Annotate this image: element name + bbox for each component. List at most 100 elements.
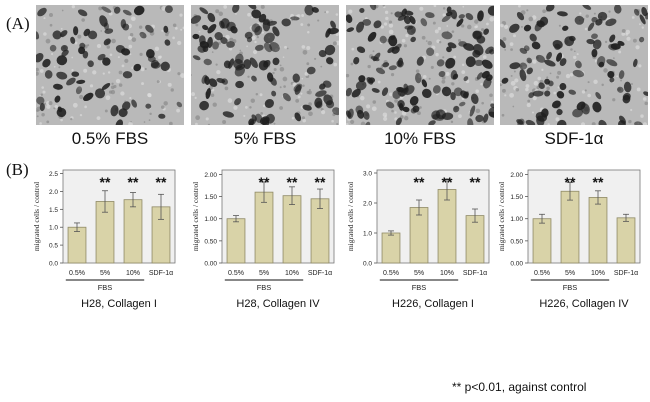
cell-blob	[53, 83, 63, 90]
cell-blob	[346, 27, 355, 33]
cell-blob	[634, 121, 643, 125]
cell-blob	[401, 8, 407, 17]
cell-blob	[490, 103, 494, 109]
cell-blob	[246, 36, 253, 43]
bar	[560, 190, 580, 264]
cell-blob	[388, 65, 397, 71]
cell-blob	[556, 11, 568, 17]
chart-3: 0.0 1.0 2.0 3.0 migrated cells / control 0.5%…	[346, 169, 490, 310]
cell-blob	[57, 106, 63, 113]
cell-blob	[474, 59, 484, 67]
cell-blob	[197, 45, 206, 53]
y-tick-label: 0.50	[510, 238, 523, 245]
y-axis-label: migrated cells / control	[346, 182, 355, 251]
cell-blob	[87, 60, 94, 68]
y-tick-label: 1.50	[204, 194, 217, 201]
cell-blob	[325, 100, 335, 109]
significance-mark: **	[470, 174, 481, 190]
cell-blob	[255, 44, 264, 51]
cell-blob	[591, 48, 598, 58]
cell-blob	[529, 33, 537, 42]
cell-blob	[267, 72, 274, 82]
cell-blob	[356, 46, 366, 54]
significance-mark: **	[442, 174, 453, 190]
cell-blob	[441, 14, 451, 23]
cell-blob	[203, 58, 212, 66]
cell-blob	[235, 63, 246, 71]
cell-blob	[425, 12, 435, 19]
cell-blob	[387, 46, 396, 54]
cell-blob	[145, 24, 154, 33]
cell-blob	[367, 31, 377, 42]
cell-blob	[639, 14, 646, 25]
cell-blob	[500, 39, 506, 49]
cell-blob	[133, 63, 142, 72]
cell-blob	[409, 15, 416, 25]
cell-blob	[641, 6, 648, 17]
cell-blob	[546, 51, 552, 60]
cell-blob	[623, 81, 632, 93]
cell-blob	[438, 70, 446, 78]
cell-blob	[446, 6, 452, 13]
cell-blob	[609, 34, 616, 43]
cell-blob	[294, 84, 302, 95]
chart-2: 0.00 0.50 1.00 1.50 2.00 migrated cells / con…	[191, 169, 335, 310]
y-tick-label: 2.0	[49, 189, 58, 196]
panel-label-a: (A)	[6, 14, 30, 33]
cell-blob	[272, 26, 280, 37]
group-label: FBS	[563, 283, 578, 292]
chart-title: H28, Collagen IV	[236, 298, 320, 310]
cell-blob	[559, 58, 567, 66]
cell-blob	[94, 88, 106, 99]
cell-blob	[207, 23, 217, 34]
cell-blob	[606, 59, 618, 67]
y-tick-label: 0.0	[49, 261, 58, 268]
cell-blob	[251, 23, 261, 33]
cell-blob	[432, 114, 444, 121]
cell-blob	[281, 18, 291, 27]
cell-blob	[617, 86, 624, 93]
cell-blob	[607, 71, 615, 79]
cell-blob	[618, 120, 626, 125]
group-label: FBS	[257, 283, 272, 292]
cell-blob	[147, 55, 156, 63]
cell-blob	[56, 55, 68, 66]
cell-blob	[375, 67, 386, 75]
cell-blob	[381, 87, 389, 97]
cell-blob	[509, 23, 520, 33]
y-axis-label: migrated cells / control	[497, 182, 506, 251]
cell-blob	[463, 76, 469, 82]
cell-blob	[420, 18, 428, 27]
y-tick-label: 0.50	[204, 238, 217, 245]
cell-blob	[36, 52, 44, 63]
y-tick-label: 1.5	[49, 207, 58, 214]
cell-blob	[483, 28, 490, 35]
cell-blob	[131, 99, 138, 108]
cell-blob	[99, 15, 108, 27]
cell-blob	[552, 100, 561, 109]
y-tick-label: 1.0	[363, 231, 372, 238]
cell-blob	[572, 69, 585, 78]
cell-blob	[370, 56, 380, 62]
cell-blob	[416, 56, 424, 66]
cell-blob	[469, 105, 476, 117]
cell-blob	[463, 91, 469, 98]
bar	[532, 218, 552, 264]
cell-blob	[192, 33, 200, 40]
micrograph-label-0-5-fbs: 0.5% FBS	[71, 129, 149, 148]
cell-blob	[347, 108, 354, 120]
cell-blob	[332, 107, 339, 116]
cell-blob	[643, 91, 648, 96]
cell-blob	[559, 82, 567, 91]
y-tick-label: 2.00	[510, 172, 523, 179]
cell-blob	[199, 7, 209, 15]
micrograph-sdf-1a-image	[500, 5, 648, 125]
y-tick-label: 2.5	[49, 171, 58, 178]
category-label: SDF-1α	[149, 270, 173, 277]
cell-blob	[485, 74, 493, 82]
bar	[381, 232, 401, 264]
cell-blob	[591, 16, 598, 23]
cell-blob	[199, 100, 210, 111]
cell-blob	[77, 9, 88, 17]
panel-label-b: (B)	[6, 160, 29, 179]
